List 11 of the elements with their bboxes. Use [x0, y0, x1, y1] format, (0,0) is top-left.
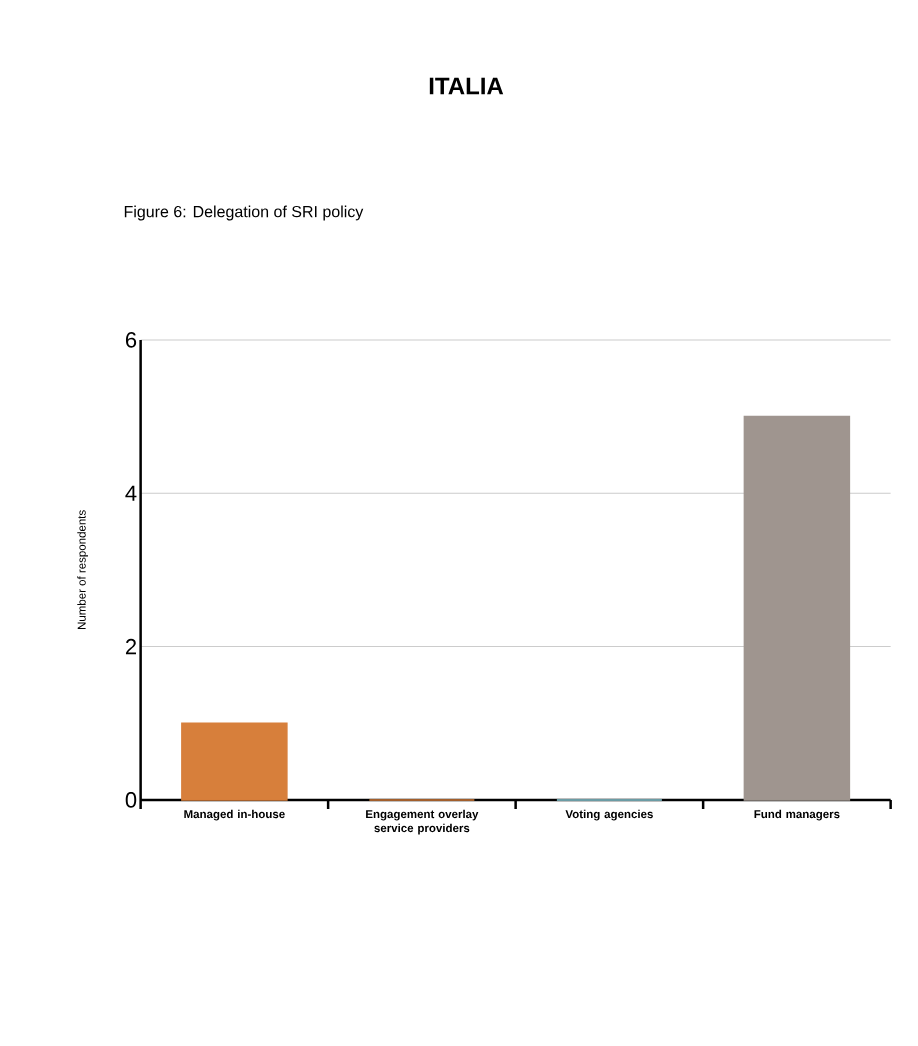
- x-tick-label: Managed in-house: [184, 809, 285, 821]
- y-tick-label: 6: [125, 332, 137, 348]
- y-tick-label: 2: [125, 638, 136, 655]
- x-tick-label: Voting agencies: [565, 809, 653, 821]
- chart-subtitle: Figure 6: Delegation of SRI policy: [124, 205, 364, 221]
- chart-title: ITALIA: [429, 77, 504, 95]
- y-axis-title: Number of respondents: [77, 510, 88, 630]
- x-tick-label: Fund managers: [754, 809, 840, 821]
- y-tick-label: 4: [125, 485, 137, 501]
- y-tick-label: 0: [125, 792, 137, 808]
- x-tick-label: Engagement overlay service providers: [366, 809, 479, 835]
